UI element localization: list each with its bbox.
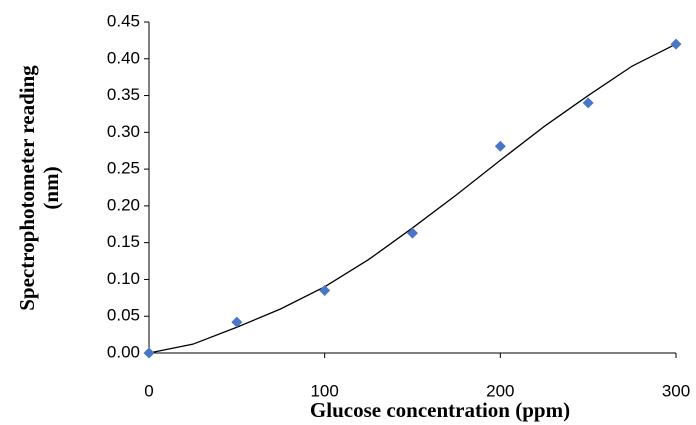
x-tick-label: 0	[144, 381, 153, 400]
data-point	[319, 284, 331, 296]
y-tick-label: 0.30	[107, 122, 140, 141]
y-tick-label: 0.45	[107, 11, 140, 30]
y-axis-title: Spectrophotometer reading (nm)	[15, 65, 63, 311]
trendline	[148, 43, 677, 354]
data-point	[407, 227, 418, 239]
x-tick-label: 100	[310, 381, 338, 400]
data-point	[582, 97, 594, 109]
data-point	[143, 347, 155, 359]
x-axis-title: Glucose concentration (ppm)	[310, 398, 570, 422]
y-axis-title-line: Spectrophotometer reading	[15, 65, 39, 311]
y-tick-label: 0.05	[107, 306, 140, 325]
y-tick-label: 0.00	[107, 342, 140, 361]
y-tick-label: 0.10	[107, 269, 140, 288]
x-tick-label: 200	[486, 381, 514, 400]
y-tick-label: 0.25	[107, 159, 140, 178]
data-point	[231, 316, 243, 328]
data-point	[670, 38, 682, 50]
y-tick-label: 0.15	[107, 232, 140, 251]
y-tick-label: 0.20	[107, 195, 140, 214]
y-axis-title-line: (nm)	[39, 166, 63, 209]
data-point	[494, 140, 506, 152]
y-tick-label: 0.40	[107, 48, 140, 67]
x-tick-label: 300	[662, 381, 690, 400]
y-tick-label: 0.35	[107, 85, 140, 104]
